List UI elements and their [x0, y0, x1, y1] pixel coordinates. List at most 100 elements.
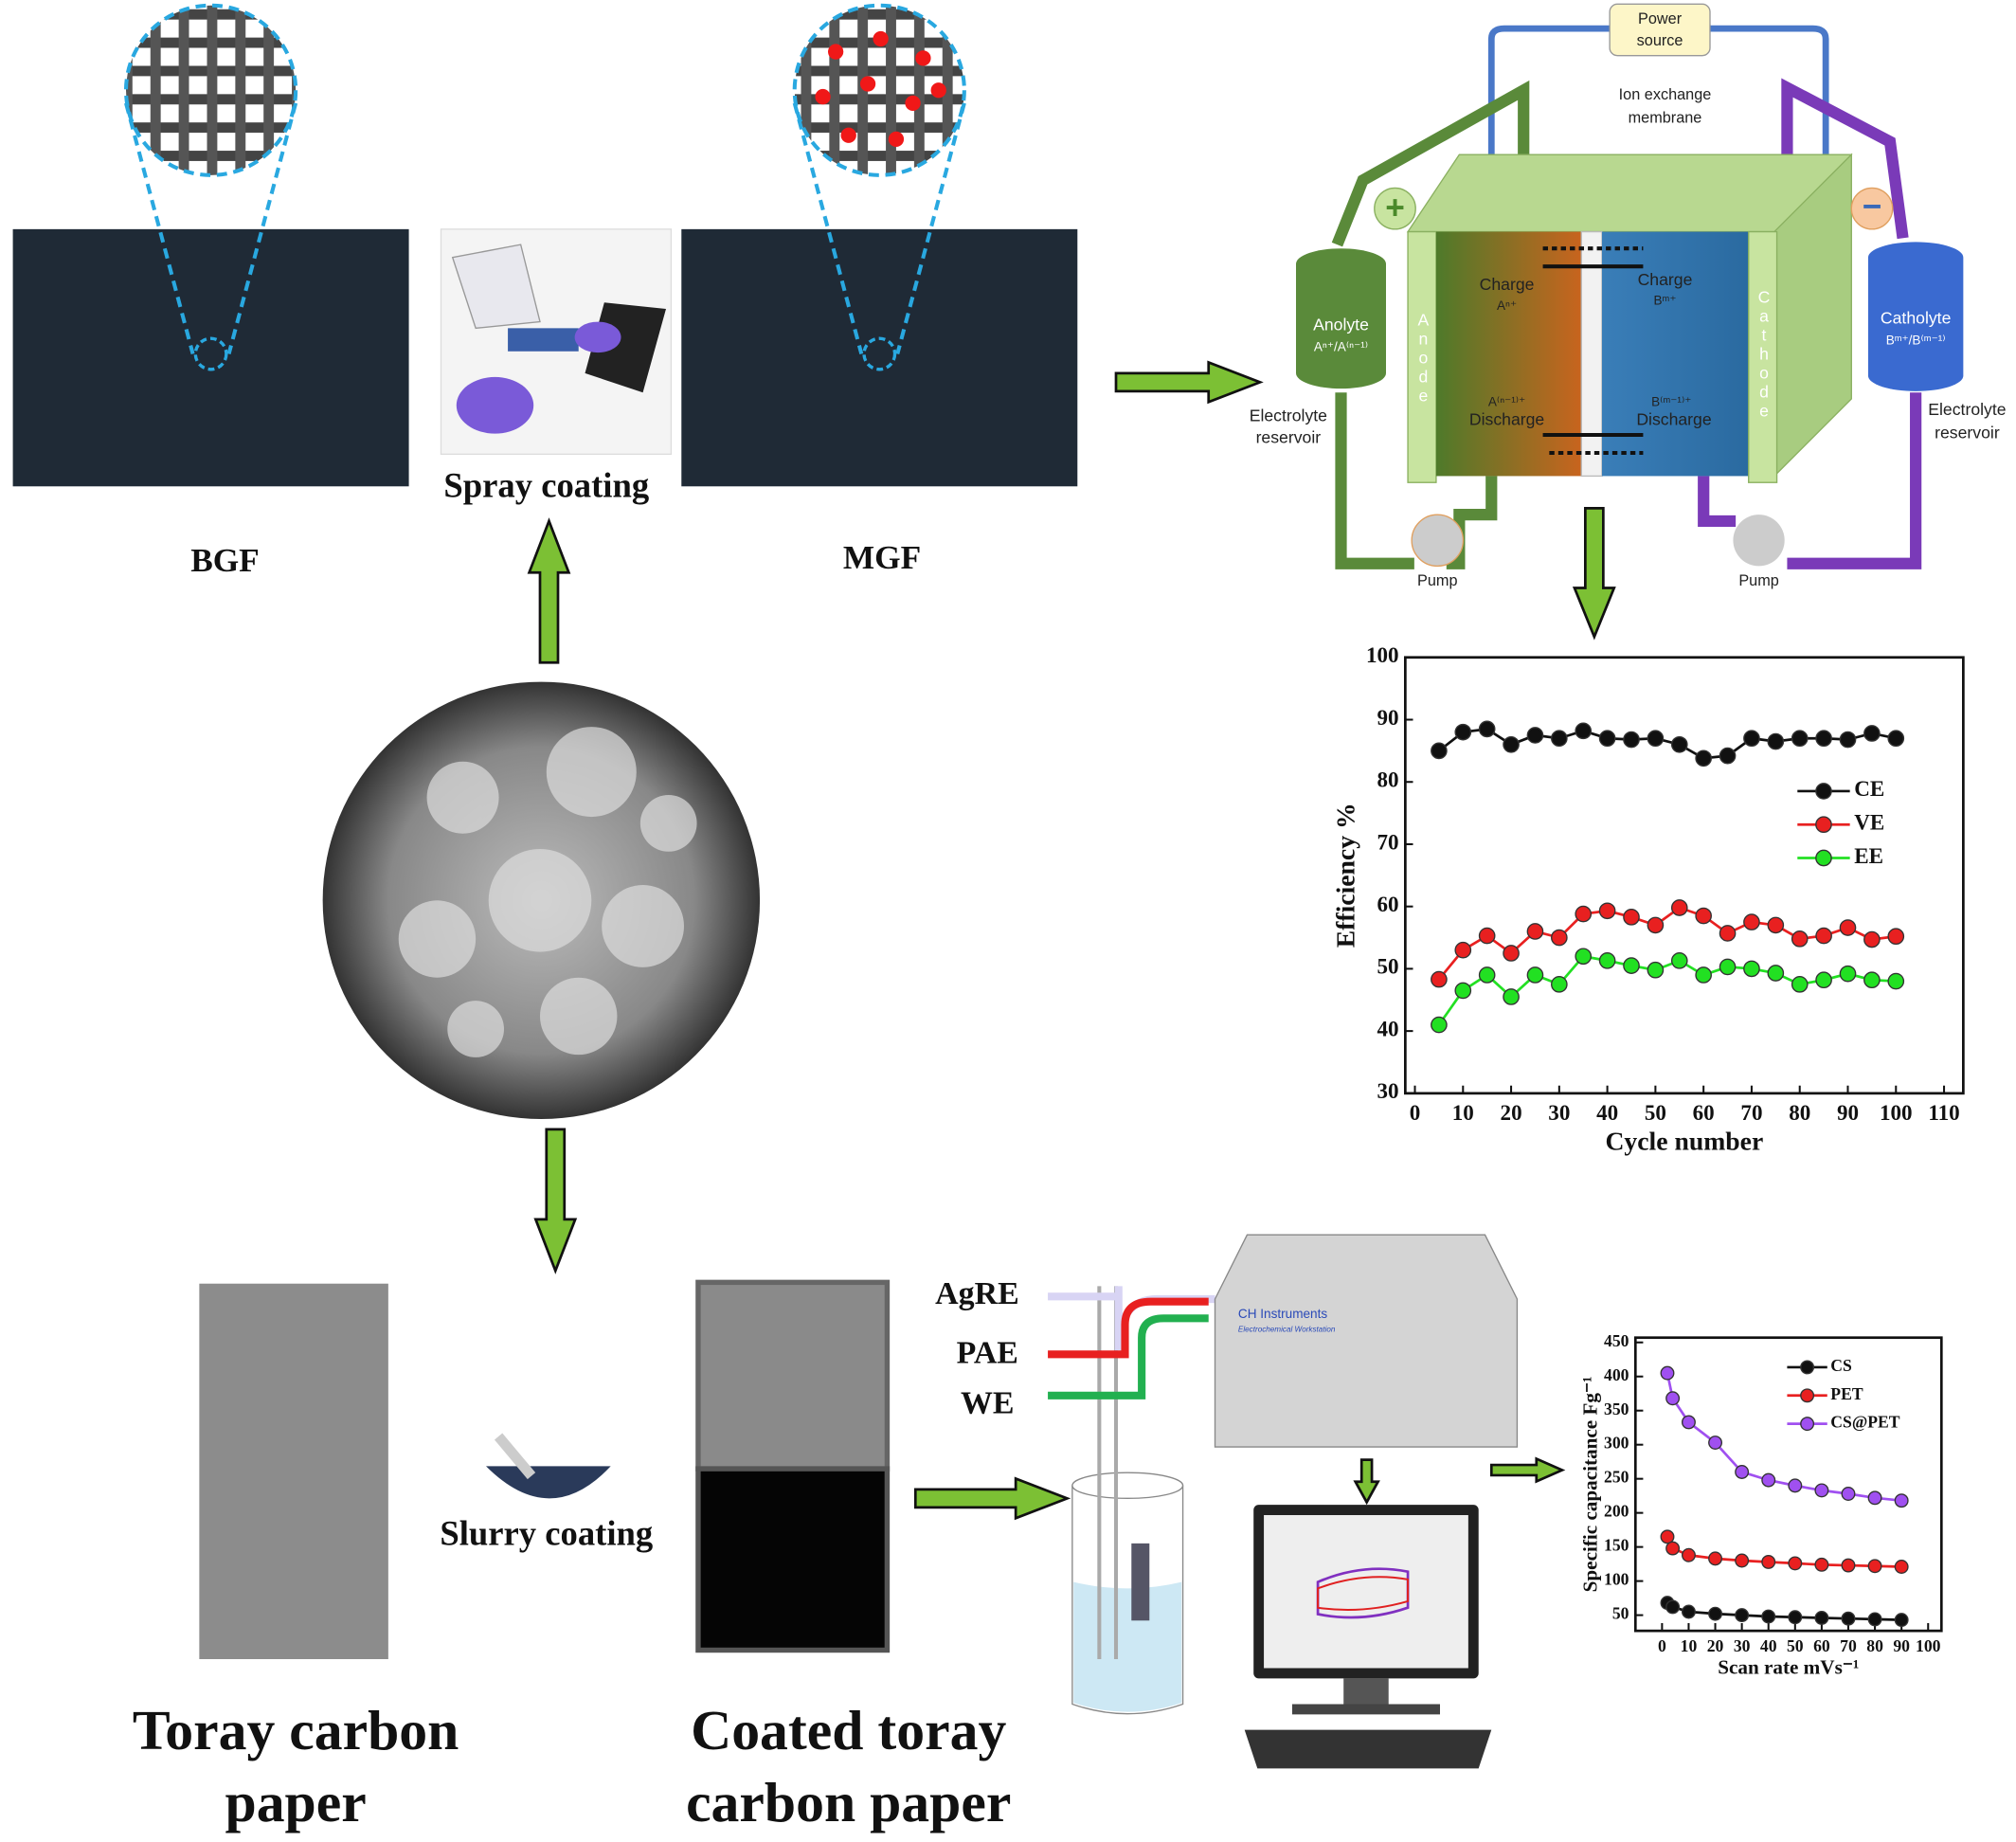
power-label: Power — [1638, 10, 1683, 27]
data-point — [1478, 927, 1496, 945]
series-line — [1437, 906, 1897, 981]
data-point — [1681, 1415, 1696, 1430]
data-point — [1454, 941, 1472, 959]
x-tick-label: 40 — [1760, 1636, 1777, 1655]
minus-sign: − — [1863, 188, 1882, 225]
data-point — [1791, 976, 1809, 993]
data-point — [1551, 730, 1568, 748]
x-tick-label: 10 — [1452, 1100, 1474, 1125]
series-line — [1665, 1536, 1902, 1568]
data-point — [1839, 731, 1857, 749]
reservoir-label: Electrolyte — [1928, 400, 2006, 419]
coated-label: carbon paper — [686, 1771, 1011, 1833]
data-point — [1719, 747, 1737, 765]
electrode-label: PAE — [957, 1335, 1018, 1370]
y-tick-label: 100 — [1366, 642, 1399, 667]
mgf-label: MGF — [843, 539, 921, 576]
data-point — [1815, 730, 1832, 748]
discharge-label: Discharge — [1636, 410, 1712, 429]
data-point — [1841, 1611, 1856, 1626]
x-tick-label: 50 — [1645, 1100, 1666, 1125]
data-point — [1841, 1558, 1856, 1573]
data-point — [1767, 965, 1785, 982]
spray-gun — [451, 244, 666, 434]
data-point — [1670, 735, 1688, 753]
spray-label: Spray coating — [443, 465, 649, 504]
plus-badge — [1374, 187, 1416, 230]
cathode-label: Cathode — [1755, 288, 1773, 421]
plot-frame — [1404, 656, 1965, 1095]
data-point — [1791, 730, 1809, 748]
anolyte-return — [1335, 392, 1498, 569]
beaker — [1071, 1286, 1184, 1715]
x-tick-label: 100 — [1880, 1100, 1913, 1125]
data-point — [1695, 966, 1712, 984]
catholyte-pipe — [1781, 78, 1909, 240]
data-point — [1708, 1551, 1723, 1566]
data-point — [1719, 925, 1737, 942]
data-point — [1478, 720, 1496, 738]
instrument-model: Electrochemical Workstation — [1238, 1326, 1336, 1334]
x-tick-label: 0 — [1410, 1100, 1421, 1125]
data-point — [1867, 1490, 1882, 1506]
charge-label: Charge — [1638, 270, 1693, 289]
data-point — [1743, 913, 1760, 930]
ion-label: A⁽ⁿ⁻¹⁾⁺ — [1488, 395, 1526, 409]
y-axis-label: Specific capacitance Fg⁻¹ — [1578, 1377, 1601, 1593]
data-point — [1867, 1612, 1882, 1627]
data-point — [1575, 722, 1593, 740]
data-point — [1623, 731, 1640, 749]
mgf-panel — [681, 228, 1078, 487]
anode-label: Anode — [1413, 311, 1432, 406]
data-point — [1767, 916, 1785, 934]
pump-label: Pump — [1417, 572, 1458, 589]
data-point — [1647, 961, 1665, 979]
y-tick-label: 100 — [1604, 1570, 1629, 1589]
legend-label: PET — [1830, 1384, 1863, 1403]
catholyte-tank — [1867, 242, 1964, 391]
zoom-spot — [193, 336, 228, 371]
data-point — [1887, 928, 1905, 946]
y-tick-label: 450 — [1604, 1331, 1629, 1350]
data-point — [1598, 730, 1616, 748]
y-tick-label: 40 — [1377, 1016, 1399, 1040]
pump — [1733, 515, 1785, 567]
y-tick-label: 30 — [1377, 1078, 1399, 1103]
data-point — [1767, 732, 1785, 750]
data-point — [1681, 1604, 1696, 1619]
legend-label: EE — [1854, 843, 1883, 868]
legend-marker — [1800, 1388, 1815, 1403]
legend-label: CS@PET — [1830, 1413, 1899, 1432]
anode-plate — [1407, 230, 1437, 483]
data-point — [1665, 1599, 1681, 1615]
legend-marker — [1815, 816, 1832, 834]
y-tick-label: 80 — [1377, 768, 1399, 792]
toray-label: Toray carbon — [133, 1699, 459, 1761]
slurry-label: Slurry coating — [440, 1513, 653, 1552]
instrument-brand: CH Instruments — [1238, 1307, 1327, 1321]
legend-marker — [1800, 1417, 1815, 1432]
x-axis-label: Cycle number — [1605, 1126, 1763, 1155]
plus-sign: + — [1385, 190, 1405, 226]
data-point — [1761, 1472, 1776, 1488]
x-tick-label: 10 — [1681, 1636, 1698, 1655]
x-tick-label: 80 — [1866, 1636, 1883, 1655]
coated-part — [695, 1466, 891, 1653]
data-point — [1894, 1493, 1909, 1508]
pump-label: Pump — [1738, 572, 1779, 589]
anolyte-ion: Aⁿ⁺/A⁽ⁿ⁻¹⁾ — [1314, 339, 1368, 353]
data-point — [1526, 727, 1544, 744]
data-point — [1839, 919, 1857, 936]
zoom-lines — [792, 102, 966, 355]
x-tick-label: 110 — [1928, 1100, 1959, 1125]
ion-arrows — [1542, 246, 1644, 456]
data-point — [1623, 957, 1640, 974]
zoom-lines — [124, 102, 298, 355]
data-point — [1526, 966, 1544, 984]
zoom-spot — [862, 336, 897, 371]
data-point — [1863, 725, 1881, 742]
computer — [1244, 1505, 1492, 1769]
toray-label: paper — [225, 1771, 367, 1833]
flow-arrow — [1114, 360, 1264, 405]
